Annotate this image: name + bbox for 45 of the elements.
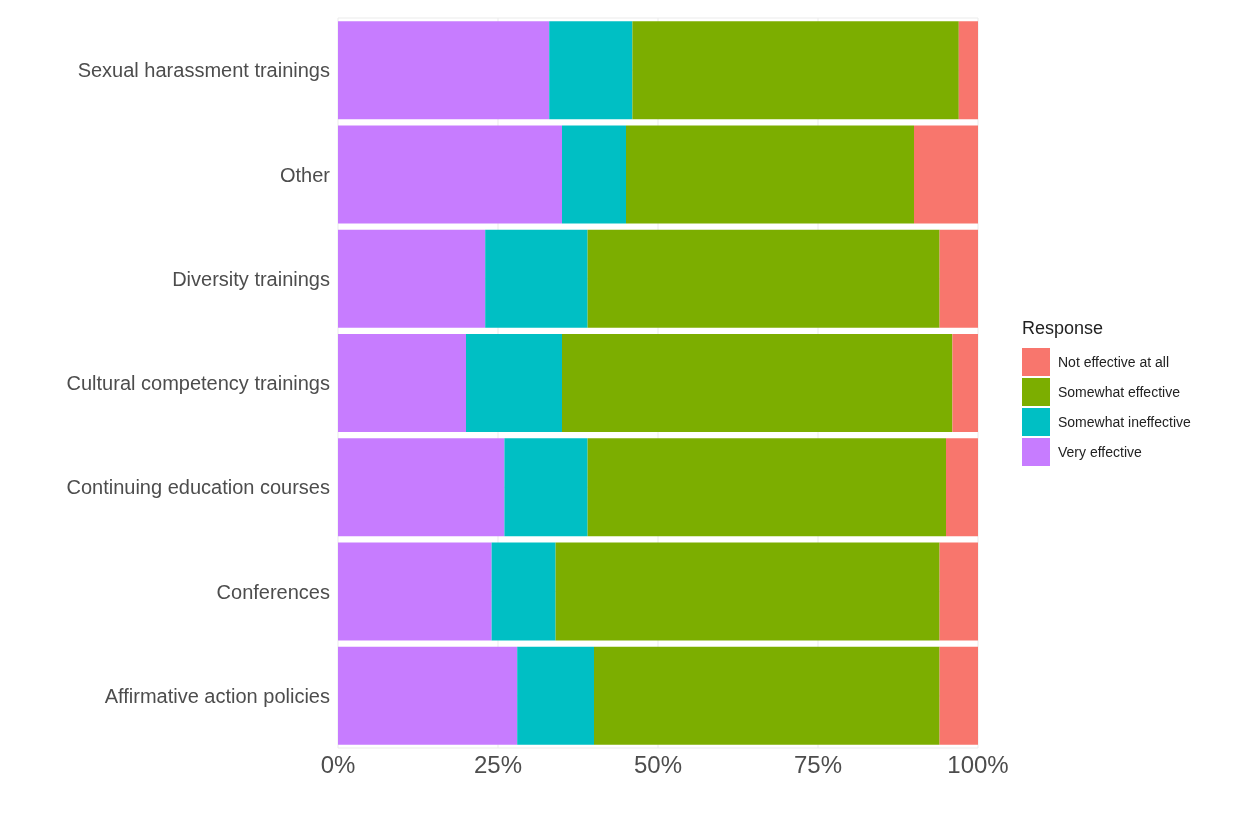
bar	[939, 542, 978, 641]
legend-label: Somewhat ineffective	[1058, 414, 1191, 430]
y-tick-label: Conferences	[216, 580, 330, 603]
bar	[952, 333, 978, 432]
legend-title: Response	[1022, 318, 1105, 339]
bar	[338, 646, 518, 745]
bar	[587, 229, 940, 328]
bar	[587, 438, 946, 537]
bar	[939, 646, 978, 745]
bar	[338, 125, 562, 224]
bar	[549, 21, 633, 120]
bar	[939, 229, 978, 328]
y-tick-label: Other	[279, 163, 331, 186]
bar	[338, 21, 550, 120]
bar	[485, 229, 588, 328]
legend-label: Somewhat effective	[1058, 384, 1180, 400]
y-tick-label: Affirmative action policies	[104, 684, 330, 707]
bar	[958, 21, 978, 120]
x-tick-label: 0%	[320, 751, 356, 779]
legend-label: Not effective at all	[1058, 354, 1170, 370]
bar	[626, 125, 914, 224]
bar	[466, 333, 562, 432]
bar	[338, 438, 505, 537]
bar	[338, 229, 486, 328]
bar	[338, 333, 466, 432]
y-tick-label: Cultural competency trainings	[66, 372, 330, 395]
bar	[555, 542, 940, 641]
bar	[594, 646, 940, 745]
bar	[338, 542, 492, 641]
bar	[632, 21, 959, 120]
bar	[517, 646, 594, 745]
y-tick-label: Sexual harassment trainings	[77, 59, 330, 82]
bar	[562, 333, 953, 432]
bar	[946, 438, 978, 537]
x-tick-label: 25%	[473, 751, 523, 779]
bar	[562, 125, 626, 224]
x-tick-label: 100%	[947, 751, 1009, 779]
x-tick-label: 75%	[793, 751, 843, 779]
x-tick-label: 50%	[633, 751, 683, 779]
bar	[491, 542, 556, 641]
legend-label: Very effective	[1058, 444, 1142, 460]
bar	[504, 438, 588, 537]
y-tick-label: Continuing education courses	[66, 476, 330, 499]
bar	[914, 125, 978, 224]
y-tick-label: Diversity trainings	[172, 267, 330, 290]
